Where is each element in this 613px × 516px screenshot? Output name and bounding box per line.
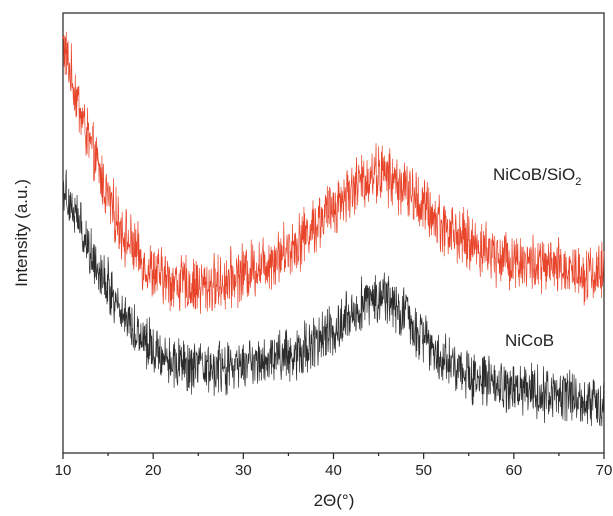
series-label-nicob: NiCoB (505, 331, 554, 350)
series-layer (62, 31, 605, 427)
x-tick-label: 70 (596, 462, 613, 479)
x-axis-label: 2Θ(°) (314, 491, 355, 510)
x-tick-label: 40 (325, 462, 342, 479)
x-tick-label: 20 (145, 462, 162, 479)
series-line-nicob-sio2 (62, 31, 605, 314)
series-line-nicob (62, 169, 605, 427)
x-tick-label: 50 (415, 462, 432, 479)
series-label-nicob-sio2-main: NiCoB/SiO (493, 165, 575, 184)
series-label-nicob-sio2-subscript: 2 (575, 176, 581, 188)
x-tick-label: 10 (55, 462, 72, 479)
x-axis-ticks: 10 20 30 40 50 60 70 (55, 453, 613, 479)
x-tick-label: 30 (235, 462, 252, 479)
series-label-nicob-sio2: NiCoB/SiO2 (493, 165, 581, 188)
x-tick-label: 60 (505, 462, 522, 479)
y-axis-label: Intensity (a.u.) (12, 179, 31, 287)
